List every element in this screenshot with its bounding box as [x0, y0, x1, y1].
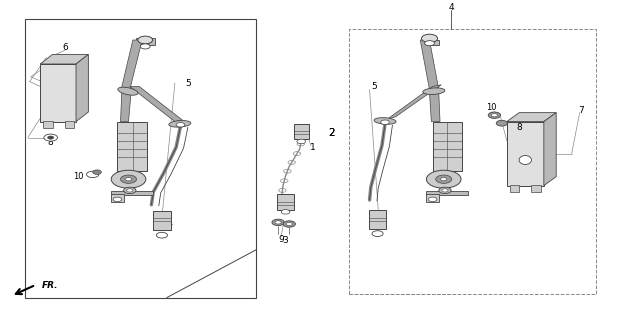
Polygon shape	[121, 93, 131, 122]
Bar	[294, 124, 309, 139]
Ellipse shape	[286, 222, 292, 226]
Ellipse shape	[425, 41, 434, 46]
Ellipse shape	[125, 178, 132, 181]
Ellipse shape	[374, 118, 396, 124]
Ellipse shape	[111, 170, 146, 188]
Polygon shape	[421, 40, 439, 45]
Ellipse shape	[272, 219, 284, 226]
Polygon shape	[136, 38, 154, 45]
Text: 4: 4	[448, 4, 454, 12]
Ellipse shape	[176, 123, 185, 127]
Ellipse shape	[275, 221, 281, 224]
Ellipse shape	[436, 175, 452, 183]
Ellipse shape	[423, 88, 445, 94]
Ellipse shape	[491, 114, 497, 117]
Ellipse shape	[297, 139, 305, 144]
Text: 10: 10	[73, 172, 83, 181]
Ellipse shape	[169, 121, 191, 127]
Ellipse shape	[372, 231, 383, 236]
Ellipse shape	[87, 171, 99, 178]
Text: 9: 9	[278, 235, 284, 244]
Polygon shape	[121, 40, 142, 90]
Bar	[153, 211, 171, 230]
Ellipse shape	[48, 136, 54, 139]
Bar	[65, 121, 74, 128]
Bar	[40, 64, 76, 122]
Bar	[531, 185, 541, 192]
Ellipse shape	[441, 178, 447, 181]
Ellipse shape	[121, 175, 137, 183]
Ellipse shape	[156, 232, 167, 238]
Bar	[349, 29, 596, 294]
Bar	[369, 210, 386, 229]
Polygon shape	[507, 113, 556, 122]
Bar	[426, 191, 468, 195]
Ellipse shape	[439, 187, 451, 194]
Ellipse shape	[138, 36, 153, 44]
Ellipse shape	[426, 170, 461, 188]
Text: 6: 6	[62, 44, 68, 52]
Ellipse shape	[421, 34, 438, 43]
Polygon shape	[387, 85, 441, 119]
Text: 7: 7	[578, 106, 584, 115]
Polygon shape	[76, 54, 88, 122]
Polygon shape	[130, 86, 182, 122]
Bar	[507, 122, 544, 186]
Ellipse shape	[281, 210, 290, 214]
Polygon shape	[40, 54, 88, 64]
Polygon shape	[544, 113, 556, 186]
Text: 8: 8	[48, 138, 54, 147]
Ellipse shape	[44, 134, 57, 141]
Bar	[426, 194, 439, 202]
Ellipse shape	[118, 87, 138, 95]
Bar	[277, 194, 294, 210]
Ellipse shape	[124, 187, 136, 194]
Text: 10: 10	[486, 103, 496, 112]
Ellipse shape	[283, 221, 295, 227]
Bar	[111, 191, 153, 195]
Ellipse shape	[93, 170, 101, 174]
Bar	[117, 122, 147, 171]
Text: 2: 2	[328, 128, 334, 138]
Ellipse shape	[519, 156, 531, 164]
Polygon shape	[420, 40, 439, 90]
Polygon shape	[430, 93, 440, 122]
Text: 1: 1	[310, 143, 316, 152]
Ellipse shape	[442, 189, 448, 192]
Ellipse shape	[428, 197, 437, 202]
Ellipse shape	[381, 120, 389, 124]
Text: FR.: FR.	[42, 281, 59, 290]
Ellipse shape	[488, 112, 501, 118]
Text: 5: 5	[185, 79, 192, 88]
Bar	[43, 121, 53, 128]
Ellipse shape	[127, 189, 133, 192]
Text: 3: 3	[282, 236, 289, 245]
Ellipse shape	[113, 197, 122, 202]
Text: 5: 5	[371, 82, 377, 91]
Bar	[510, 185, 519, 192]
Bar	[25, 19, 256, 298]
Ellipse shape	[140, 44, 150, 49]
Bar	[111, 194, 124, 202]
Ellipse shape	[496, 120, 507, 126]
Text: 2: 2	[328, 128, 334, 138]
Bar	[433, 122, 462, 171]
Text: 8: 8	[516, 124, 522, 132]
